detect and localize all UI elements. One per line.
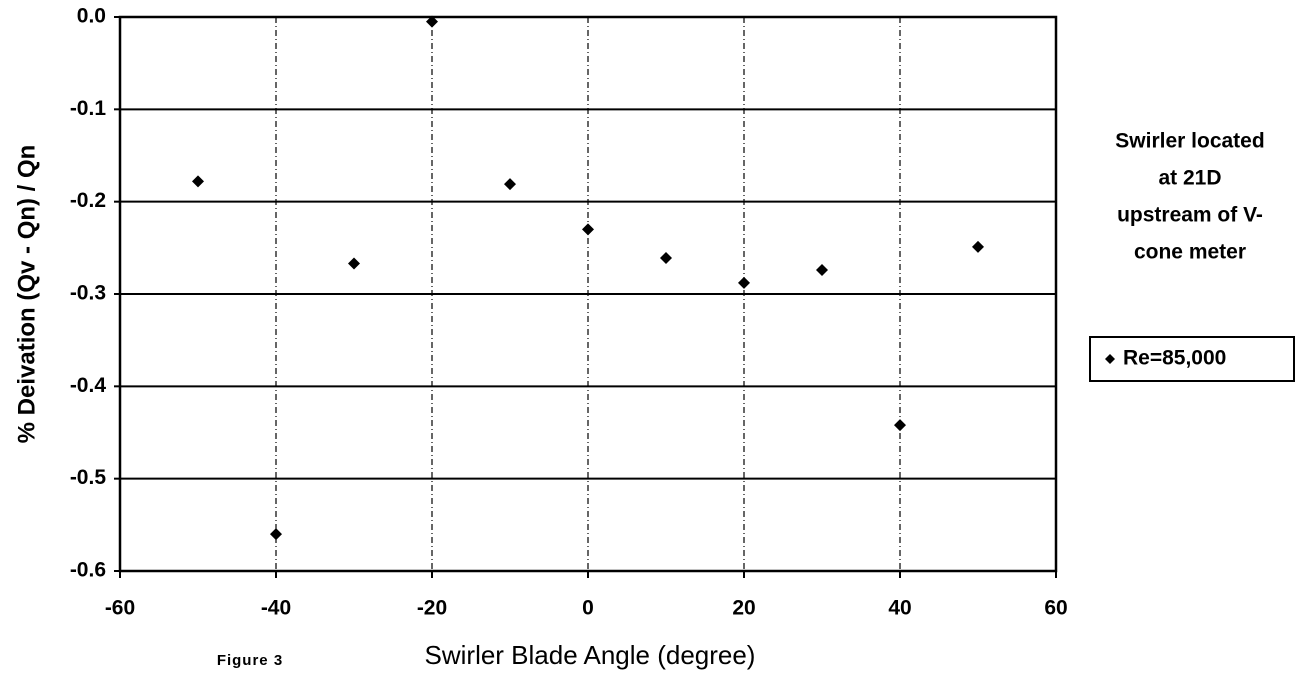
x-tick-label: 60 <box>1044 597 1067 620</box>
annotation: upstream of V- <box>1117 204 1263 227</box>
x-tick-label: -20 <box>417 597 447 620</box>
x-tick-label: -40 <box>261 597 291 620</box>
y-axis-label: % Deivation (Qv - Qn) / Qn <box>13 145 40 444</box>
legend-box <box>1089 336 1295 382</box>
annotation: at 21D <box>1158 167 1221 190</box>
point <box>270 528 282 541</box>
point <box>660 251 672 264</box>
y-tick-label: -0.2 <box>70 189 106 212</box>
annotation: cone meter <box>1134 241 1246 264</box>
point <box>972 240 984 253</box>
point <box>582 223 594 236</box>
x-tick-label: 20 <box>732 597 755 620</box>
plot-frame <box>118 15 1058 573</box>
x-axis-label: Swirler Blade Angle (degree) <box>425 640 756 670</box>
y-tick-label: -0.4 <box>70 374 107 397</box>
legend-label: Re=85,000 <box>1123 347 1226 370</box>
point <box>426 15 438 28</box>
y-tick-label: -0.6 <box>70 559 106 582</box>
point <box>738 276 750 289</box>
legend-marker <box>1105 354 1115 364</box>
y-tick-label: 0.0 <box>77 5 106 28</box>
y-tick-label: -0.5 <box>70 466 107 489</box>
figure-label: Figure 3 <box>217 652 283 669</box>
x-tick-label: 0 <box>582 597 594 620</box>
point <box>816 263 828 276</box>
point <box>192 175 204 188</box>
y-tick-label: -0.1 <box>70 97 107 120</box>
y-tick-label: -0.3 <box>70 282 106 305</box>
annotation: Swirler located <box>1115 130 1264 153</box>
point <box>348 257 360 270</box>
point <box>894 419 906 432</box>
x-tick-label: 40 <box>888 597 911 620</box>
point <box>504 178 516 191</box>
x-tick-label: -60 <box>105 597 135 620</box>
